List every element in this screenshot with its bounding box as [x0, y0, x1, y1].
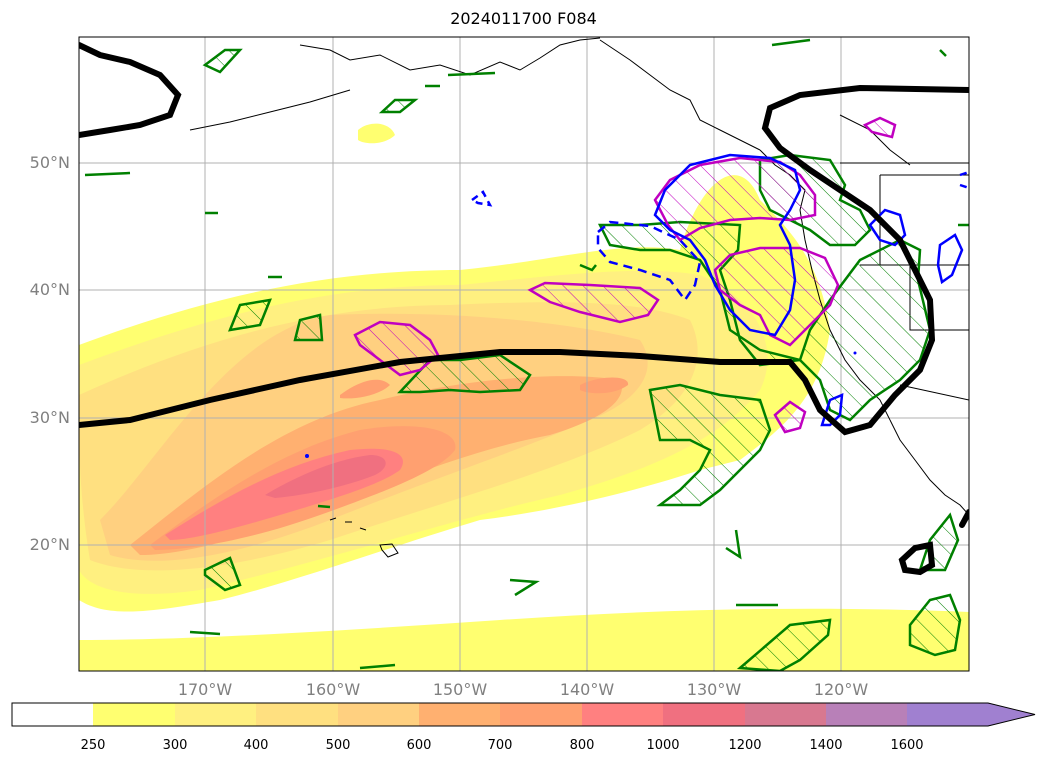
green-region-7 — [203, 556, 242, 592]
ivt-band-small — [580, 377, 629, 394]
thick-contours — [79, 42, 969, 576]
magenta-region-6 — [862, 116, 897, 139]
colorbar-seg-8 — [663, 703, 745, 726]
green-region-5 — [736, 618, 832, 671]
lat-label-30n: 30°N — [29, 408, 70, 427]
ivt-band-small2 — [340, 379, 390, 399]
colorbar-seg-11 — [907, 703, 988, 726]
colorbar-tick-1000: 1000 — [646, 738, 680, 753]
blue-dashed-2 — [469, 190, 493, 207]
colorbar-tick-500: 500 — [325, 738, 351, 753]
green-region-3 — [648, 383, 772, 507]
map-plot-area — [79, 37, 969, 671]
blue-dot — [305, 454, 309, 458]
green-contour-lines — [84, 38, 969, 670]
colorbar — [11, 702, 1036, 727]
canada-province — [839, 114, 911, 166]
colorbar-seg-10 — [826, 703, 907, 726]
magenta-region-1 — [653, 156, 817, 242]
magenta-region-3 — [527, 281, 660, 324]
colorbar-seg-6 — [500, 703, 582, 726]
lon-label-170w: 170°W — [177, 680, 233, 699]
colorbar-tick-1600: 1600 — [890, 738, 924, 753]
blue-dashed-1 — [596, 220, 702, 303]
colorbar-seg-2 — [175, 703, 256, 726]
ivt-band-south — [79, 608, 969, 671]
green-region-10 — [202, 48, 243, 74]
ivt-patch-north — [358, 123, 395, 144]
colorbar-tick-300: 300 — [162, 738, 188, 753]
magenta-region-2 — [713, 246, 840, 347]
lon-label-140w: 140°W — [559, 680, 615, 699]
map-frame — [78, 36, 970, 672]
colorbar-seg-9 — [745, 703, 826, 726]
green-region-8 — [228, 298, 272, 332]
aleutian-chain — [189, 89, 351, 131]
colorbar-tick-800: 800 — [569, 738, 595, 753]
colorbar-tick-400: 400 — [243, 738, 269, 753]
green-region-9 — [293, 313, 324, 342]
lon-label-120w: 120°W — [813, 680, 869, 699]
thick-line-north — [79, 42, 182, 138]
green-region-6 — [908, 593, 962, 657]
magenta-contours — [353, 116, 897, 434]
blue-solid-4 — [820, 393, 844, 427]
hawaii — [329, 517, 399, 558]
baja-mexico-coast — [889, 419, 969, 516]
lon-label-160w: 160°W — [305, 680, 361, 699]
lon-label-150w: 150°W — [432, 680, 488, 699]
map-title: 2024011700 F084 — [450, 9, 597, 28]
colorbar-tick-1200: 1200 — [728, 738, 762, 753]
blue-dashed-3 — [959, 170, 969, 190]
colorbar-extend-arrow — [988, 703, 1035, 726]
lat-label-40n: 40°N — [29, 280, 70, 299]
thick-line-main — [79, 84, 969, 436]
blue-solid-2 — [868, 208, 907, 247]
magenta-region-5 — [773, 400, 807, 434]
thick-line-se — [898, 541, 936, 576]
colorbar-seg-0 — [12, 703, 93, 726]
colorbar-seg-5 — [419, 703, 500, 726]
colorbar-seg-3 — [256, 703, 338, 726]
ivt-band-1000 — [265, 455, 386, 498]
alaska-panhandle — [599, 39, 761, 151]
colorbar-seg-4 — [338, 703, 419, 726]
colorbar-tick-600: 600 — [406, 738, 432, 753]
ivt-shading — [79, 123, 969, 671]
blue-solid-3 — [936, 233, 964, 285]
colorbar-tick-1400: 1400 — [809, 738, 843, 753]
colorbar-seg-7 — [582, 703, 663, 726]
blue-contours — [469, 153, 969, 427]
lon-label-130w: 130°W — [686, 680, 742, 699]
colorbar-tick-250: 250 — [80, 738, 106, 753]
blue-solid-1 — [653, 153, 802, 337]
colorbar-outline — [11, 702, 1036, 727]
blue-dot-2 — [853, 351, 857, 355]
colorbar-tick-700: 700 — [487, 738, 513, 753]
lat-label-20n: 20°N — [29, 535, 70, 554]
thick-line-se2 — [959, 509, 969, 528]
lat-label-50n: 50°N — [29, 153, 70, 172]
green-region-11 — [378, 98, 419, 114]
colorbar-seg-1 — [93, 703, 175, 726]
